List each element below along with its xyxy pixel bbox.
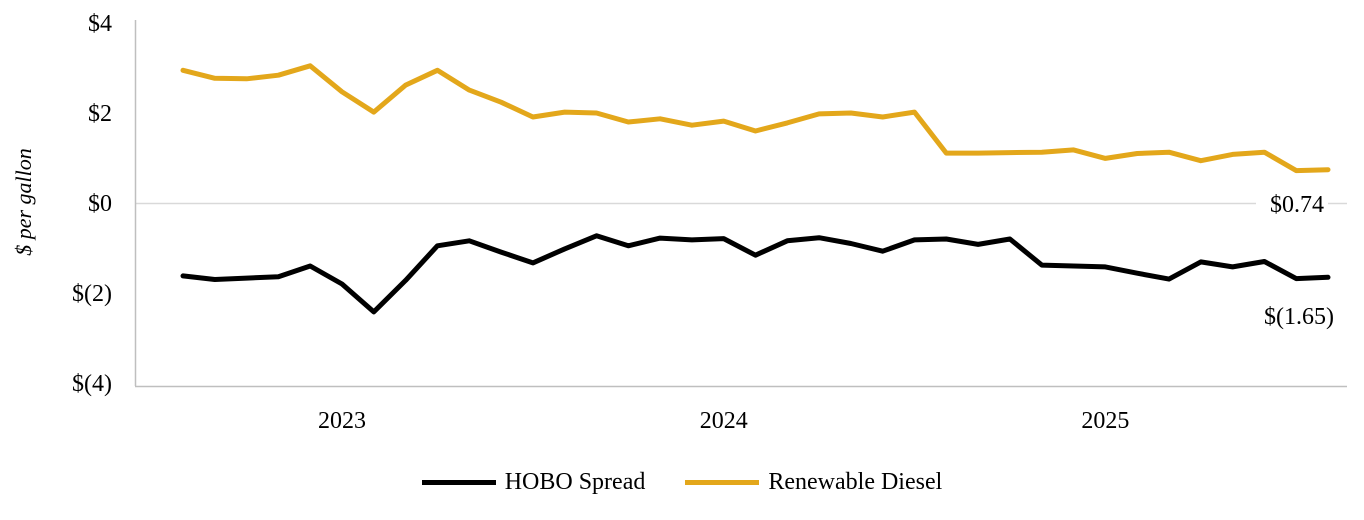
hobo-spread-line [180, 233, 1331, 315]
hobo-spread-end-label: $(1.65) [1264, 304, 1334, 330]
plot-area: $ per gallon $4 $2 $0 $(2) $(4) 2023 2024 2025 $0… [11, 11, 1347, 434]
legend-item-renewable-diesel: Renewable Diesel [685, 470, 942, 494]
y-tick-label: $0 [88, 191, 112, 217]
x-tick-label-2025: 2025 [1081, 408, 1129, 434]
legend: HOBO Spread Renewable Diesel [0, 462, 1364, 502]
y-tick-label: $4 [88, 11, 112, 37]
renewable-diesel-end-label: $0.74 [1270, 192, 1324, 218]
renewable-diesel-swatch [685, 479, 760, 485]
y-tick-label: $2 [88, 101, 112, 127]
hobo-spread-swatch [421, 479, 496, 485]
x-tick-label-2024: 2024 [700, 408, 748, 434]
x-tick-label-2023: 2023 [318, 408, 366, 434]
legend-item-hobo-spread: HOBO Spread [421, 469, 646, 495]
y-tick-label: $(2) [72, 281, 112, 307]
end-label-backing [1256, 190, 1328, 216]
renewable-diesel-legend-label: Renewable Diesel [768, 469, 943, 495]
hobo-spread-legend-label: HOBO Spread [504, 469, 646, 495]
y-axis-title: $ per gallon [11, 148, 36, 256]
renewable-diesel-line [180, 63, 1331, 174]
y-tick-label: $(4) [72, 371, 112, 397]
